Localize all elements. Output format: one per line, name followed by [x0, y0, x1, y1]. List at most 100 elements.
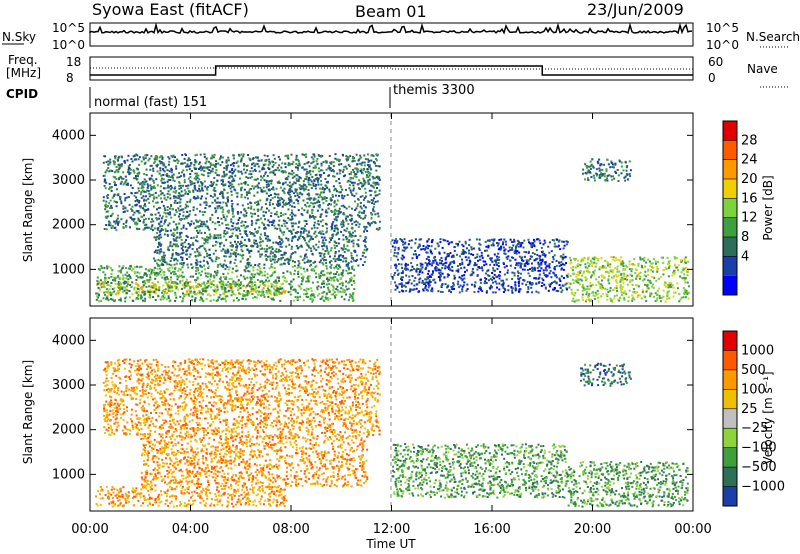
echo-cell [481, 256, 484, 259]
echo-cell [185, 215, 187, 218]
echo-cell [270, 250, 273, 253]
echo-cell [280, 224, 283, 227]
echo-cell [364, 228, 367, 231]
echo-cell [229, 285, 232, 288]
echo-cell [353, 171, 355, 174]
echo-cell [418, 238, 421, 241]
echo-cell [287, 191, 289, 194]
echo-cell [238, 284, 241, 287]
echo-cell [339, 290, 342, 293]
echo-cell [148, 270, 151, 272]
echo-cell [345, 158, 348, 161]
echo-cell [125, 219, 128, 222]
echo-cell [370, 212, 373, 215]
echo-cell [220, 183, 223, 185]
echo-cell [280, 238, 283, 241]
echo-cell [307, 177, 310, 180]
echo-cell [166, 291, 169, 294]
echo-cell [511, 240, 513, 243]
echo-cell [201, 297, 204, 300]
echo-cell [243, 188, 246, 191]
nsearch-label: N.Search [746, 30, 800, 44]
echo-cell [250, 286, 253, 288]
echo-cell [132, 170, 135, 173]
echo-cell [156, 170, 159, 173]
echo-cell [216, 241, 219, 244]
echo-cell [424, 284, 427, 287]
echo-cell [294, 295, 297, 298]
echo-cell [231, 244, 234, 247]
echo-cell [427, 282, 430, 285]
echo-cell [196, 225, 199, 228]
echo-cell [283, 262, 285, 265]
echo-cell [288, 185, 291, 188]
echo-cell [137, 276, 140, 279]
echo-cell [140, 265, 143, 268]
echo-cell [142, 195, 145, 198]
echo-cell [236, 195, 239, 198]
echo-cell [295, 245, 298, 247]
echo-cell [229, 252, 232, 255]
echo-cell [277, 243, 280, 246]
echo-cell [564, 255, 567, 258]
echo-cell [287, 238, 290, 241]
echo-cell [160, 250, 163, 253]
echo-cell [189, 280, 192, 283]
echo-cell [377, 212, 380, 215]
echo-cell [529, 283, 532, 286]
echo-cell [109, 207, 112, 209]
echo-cell [99, 279, 102, 282]
echo-cell [148, 296, 151, 299]
echo-cell [240, 189, 243, 192]
echo-cell [207, 254, 210, 257]
echo-cell [278, 199, 281, 202]
echo-cell [360, 211, 363, 214]
echo-cell [271, 255, 274, 258]
echo-cell [281, 290, 284, 293]
echo-cell [110, 282, 113, 284]
echo-cell [210, 184, 213, 187]
echo-cell [487, 269, 490, 272]
echo-cell [180, 247, 183, 250]
echo-cell [378, 189, 381, 192]
echo-cell [312, 170, 314, 173]
echo-cell [174, 300, 177, 302]
echo-cell [180, 262, 183, 264]
echo-cell [265, 279, 268, 282]
echo-cell [433, 278, 436, 281]
echo-cell [311, 298, 314, 301]
echo-cell [270, 221, 273, 224]
echo-cell [553, 280, 556, 283]
echo-cell [466, 269, 468, 272]
echo-cell [393, 248, 396, 251]
echo-cell [236, 235, 239, 238]
echo-cell [261, 176, 264, 179]
echo-cell [434, 268, 437, 271]
echo-cell [277, 202, 280, 205]
echo-cell [159, 273, 162, 276]
echo-cell [335, 203, 338, 206]
echo-cell [506, 271, 509, 274]
echo-cell [482, 260, 485, 263]
echo-cell [353, 259, 356, 262]
echo-cell [330, 284, 333, 287]
echo-cell [354, 167, 357, 170]
echo-cell [149, 286, 152, 289]
echo-cell [175, 296, 178, 299]
echo-cell [307, 280, 310, 283]
echo-cell [219, 234, 222, 237]
echo-cell [228, 176, 231, 179]
echo-cell [321, 281, 324, 284]
echo-cell [473, 284, 476, 286]
echo-cell [313, 155, 316, 158]
echo-cell [192, 222, 195, 225]
echo-cell [144, 161, 147, 164]
echo-cell [486, 270, 489, 273]
echo-cell [205, 166, 208, 169]
echo-cell [294, 182, 297, 185]
echo-cell [314, 185, 317, 187]
echo-cell [186, 215, 189, 218]
echo-cell [221, 192, 224, 195]
echo-cell [177, 288, 180, 291]
echo-cell [549, 270, 552, 272]
